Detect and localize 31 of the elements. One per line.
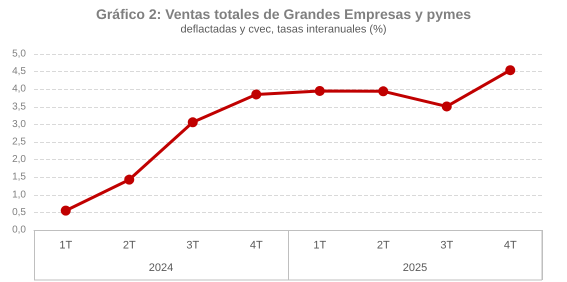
- y-tick-label: 2,5: [12, 136, 26, 148]
- y-tick-label: 3,5: [12, 101, 26, 112]
- y-tick-label: 4,0: [12, 84, 26, 95]
- point: [442, 101, 452, 112]
- x-tick-label: 2T: [122, 240, 136, 252]
- point: [60, 206, 71, 216]
- x-tick-label: 1T: [59, 240, 72, 252]
- y-tick-label: 3,0: [12, 118, 26, 130]
- y-tick-label: 0,0: [12, 224, 26, 236]
- y-tick-label: 0,5: [12, 206, 26, 218]
- point: [378, 86, 388, 96]
- point: [505, 65, 516, 76]
- text: 2024: [148, 262, 174, 274]
- point: [251, 89, 262, 100]
- y-tick-label: 1,5: [12, 172, 26, 183]
- x-tick-label: 2T: [376, 240, 390, 252]
- y-tick-label: 4,5: [12, 66, 26, 78]
- y-tick-label: 5,0: [12, 48, 26, 60]
- text: 2025: [402, 262, 428, 274]
- chart-subtitle: deflactadas y cvec, tasas interanuales (%): [180, 24, 387, 36]
- x-tick-label: 3T: [186, 240, 200, 252]
- y-tick-label: 1,0: [12, 189, 26, 200]
- chart-title: Gráfico 2: Ventas totales de Grandes Empresas y pymes: [96, 6, 472, 22]
- x-tick-label: 4T: [250, 240, 263, 252]
- point: [188, 117, 198, 128]
- point: [314, 86, 325, 96]
- point: [124, 174, 134, 185]
- x-tick-label: 3T: [440, 240, 454, 252]
- x-tick-label: 4T: [504, 240, 517, 252]
- y-tick-label: 2,0: [12, 154, 26, 166]
- x-tick-label: 1T: [313, 240, 326, 252]
